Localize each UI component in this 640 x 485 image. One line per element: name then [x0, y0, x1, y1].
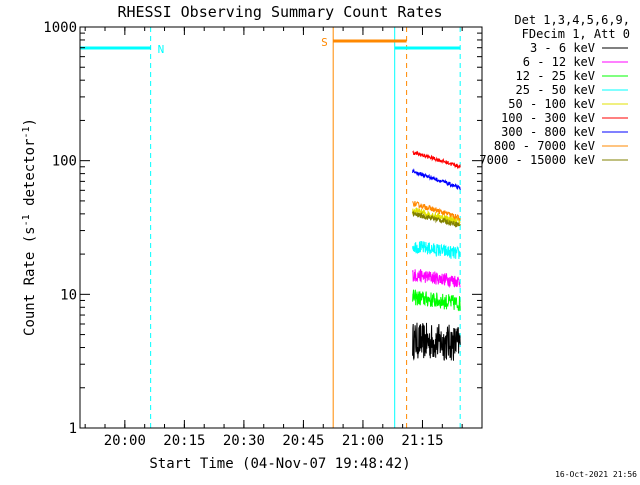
x-tick-label: 21:00 [342, 433, 384, 449]
legend-label: 3 - 6 keV [530, 41, 595, 55]
y-axis-label-sup: -1 [21, 214, 32, 226]
y-tick-label: 10 [60, 287, 77, 303]
legend-label: 100 - 300 keV [501, 111, 595, 125]
series-line [412, 289, 461, 312]
x-tick-label: 20:00 [104, 433, 146, 449]
x-tick-label: 20:30 [223, 433, 265, 449]
y-tick-label: 1000 [43, 20, 77, 36]
series-line [412, 201, 461, 221]
legend-label: 7000 - 15000 keV [479, 153, 595, 167]
y-axis-label: Count Rate (s-1 detector-1) [21, 118, 38, 336]
series-line [412, 240, 461, 260]
y-axis-label-part: Count Rate (s [22, 226, 38, 336]
series-line [412, 168, 461, 191]
x-tick-label: 20:45 [282, 433, 324, 449]
series-line [412, 322, 461, 361]
legend-label: 12 - 25 keV [516, 69, 595, 83]
y-axis-label-sup: -1 [21, 126, 32, 138]
legend-label: 300 - 800 keV [501, 125, 595, 139]
y-tick-label: 1 [69, 421, 77, 437]
legend-label: 6 - 12 keV [523, 55, 595, 69]
y-axis-label-part: ) [22, 118, 38, 126]
legend-label: 50 - 100 keV [508, 97, 595, 111]
series-line [412, 207, 461, 225]
x-tick-label: 21:15 [401, 433, 443, 449]
legend-label: 800 - 7000 keV [494, 139, 595, 153]
x-tick-label: 20:15 [163, 433, 205, 449]
legend-header-line: Det 1,3,4,5,6,9, [514, 13, 630, 27]
x-axis-label: Start Time (04-Nov-07 19:48:42) [149, 456, 410, 472]
chart-title: RHESSI Observing Summary Count Rates [117, 3, 442, 21]
series-line [412, 210, 461, 228]
flag-label: N [158, 43, 165, 56]
series-line [412, 150, 461, 170]
legend-header-line: FDecim 1, Att 0 [522, 27, 630, 41]
flag-label: S [321, 36, 328, 49]
y-tick-label: 100 [52, 154, 77, 170]
series-line [412, 269, 461, 289]
legend-label: 25 - 50 keV [516, 83, 595, 97]
timestamp: 16-Oct-2021 21:56 [555, 470, 637, 479]
plot-frame [79, 26, 483, 429]
y-axis-label-part: detector [22, 139, 38, 215]
